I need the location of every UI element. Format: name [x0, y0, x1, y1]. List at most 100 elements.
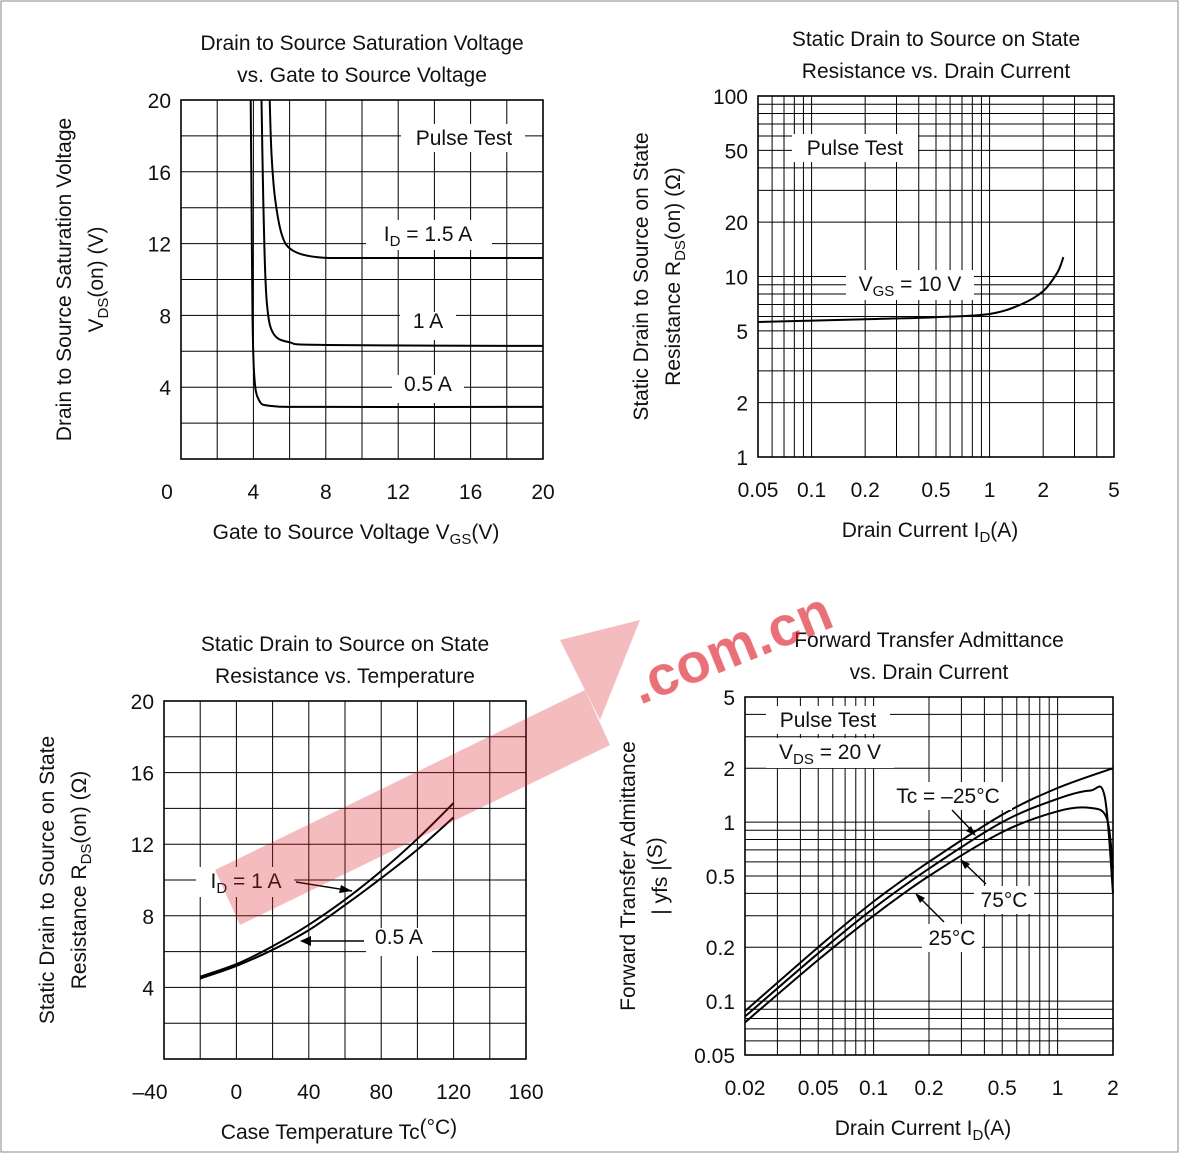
y-axis-label: Resistance RDS(on) (Ω) — [662, 167, 689, 386]
label-bg — [196, 867, 294, 897]
series-label: 0.5 A — [404, 373, 452, 396]
x-tick-label: 8 — [320, 481, 332, 504]
chart-title: Static Drain to Source on State — [201, 633, 489, 656]
series-line-2 — [199, 816, 455, 980]
ylabel-unit: (on) (V) — [85, 226, 108, 297]
label-rest: 0.5 A — [404, 373, 452, 396]
series-line-3 — [249, 99, 544, 408]
x-tick-label: 80 — [370, 1081, 393, 1104]
y-tick-label: 8 — [142, 906, 154, 929]
x-axis-label: Case Temperature Tc(°C) — [221, 1116, 457, 1144]
leader-arrow — [339, 885, 352, 893]
y-tick-label: 5 — [723, 687, 735, 710]
series-label: 75°C — [981, 889, 1028, 912]
series-line-2 — [744, 785, 1114, 1018]
series-line-3 — [744, 806, 1114, 1024]
x-tick-label: 5 — [1108, 479, 1120, 502]
y-tick-label: 4 — [142, 977, 154, 1000]
label-bg — [401, 124, 525, 152]
y-tick-label: 20 — [725, 212, 748, 235]
ylabel-main: Resistance R — [68, 864, 91, 989]
watermark-band — [215, 690, 610, 925]
plot-frame — [757, 95, 1115, 458]
y-axis-label: VDS(on) (V) — [85, 226, 112, 332]
x-tick-label: 0.05 — [798, 1077, 839, 1100]
y-tick-label: 1 — [736, 447, 748, 470]
chart-title: Static Drain to Source on State — [792, 28, 1080, 51]
chart-title: vs. Drain Current — [850, 661, 1009, 684]
y-tick-label: 20 — [131, 691, 154, 714]
pulse-test-annotation: Pulse Test — [416, 127, 513, 150]
chart-title: Resistance vs. Drain Current — [802, 60, 1071, 83]
plot-frame — [180, 99, 544, 460]
chart-title: Forward Transfer Admittance — [794, 629, 1064, 652]
y-tick-label: 16 — [131, 763, 154, 786]
chart-title: Resistance vs. Temperature — [215, 665, 475, 688]
x-tick-label: –40 — [132, 1081, 167, 1104]
x-tick-label: 1 — [984, 479, 996, 502]
y-axis-label: Drain to Source Saturation Voltage — [53, 118, 76, 441]
label-main: 25°C — [929, 927, 976, 950]
series-line-1 — [268, 99, 544, 260]
pulse-test-annotation: Pulse Test — [780, 709, 877, 732]
x-tick-label: 20 — [531, 481, 554, 504]
x-tick-label: 0.2 — [851, 479, 880, 502]
series-group-3 — [199, 802, 455, 980]
series-label: VGS = 10 V — [859, 273, 962, 300]
y-axis-label: | yfs |(S) — [644, 837, 672, 914]
label-rest: 0.5 A — [375, 926, 423, 949]
ylabel-sub: DS — [78, 844, 95, 865]
y-tick-label: 12 — [148, 234, 171, 257]
series-label: ID = 1.5 A — [384, 223, 473, 250]
label-bg — [400, 312, 456, 340]
label-main: 75°C — [981, 889, 1028, 912]
label-bg — [766, 738, 894, 768]
y-tick-label: 10 — [725, 267, 748, 290]
x-tick-label: 0.1 — [797, 479, 826, 502]
grid-1 — [180, 99, 544, 460]
label-bg — [922, 924, 982, 952]
label-main: I — [384, 223, 390, 246]
label-main: V — [859, 273, 873, 296]
series-label: 1 A — [413, 310, 443, 333]
x-axis-label: Drain Current ID(A) — [842, 519, 1019, 546]
ylabel-unit: (S) — [644, 837, 667, 865]
label-rest: = 10 V — [894, 273, 961, 296]
ylabel-unit: (on) (Ω) — [662, 167, 685, 240]
label-bg — [884, 782, 1012, 810]
y-axis-label: Static Drain to Source on State — [630, 132, 653, 420]
xlabel-sub: GS — [450, 531, 472, 548]
label-bg — [366, 220, 492, 250]
annotation2-main: V — [779, 741, 793, 764]
y-tick-label: 2 — [736, 393, 748, 416]
series-group-4 — [744, 767, 1114, 1024]
series-line-1 — [744, 767, 1114, 1012]
label-rest: = 1.5 A — [400, 223, 472, 246]
xlabel-unit: (A) — [983, 1117, 1011, 1140]
y-tick-label: 50 — [725, 140, 748, 163]
label-bg — [766, 706, 890, 734]
label-main: I — [211, 870, 217, 893]
ylabel-sub: DS — [95, 298, 112, 319]
series-label: ID = 1 A — [211, 870, 282, 897]
series-group-2 — [757, 256, 1065, 323]
x-tick-label: 0.2 — [914, 1077, 943, 1100]
xlabel-unit: (°C) — [420, 1116, 458, 1139]
x-tick-label: 0.05 — [738, 479, 779, 502]
x-tick-label: 0.02 — [725, 1077, 766, 1100]
pulse-test-annotation: Pulse Test — [807, 137, 904, 160]
ylabel-main: Resistance R — [662, 261, 685, 386]
y-tick-label: 16 — [148, 162, 171, 185]
x-tick-label: 2 — [1037, 479, 1049, 502]
leader-arrow — [960, 859, 970, 869]
label-bg — [392, 375, 464, 403]
y-axis-label: Resistance RDS(on) (Ω) — [68, 771, 95, 990]
xlabel-sub: D — [979, 529, 990, 546]
series-line-1 — [199, 802, 455, 978]
y-tick-label: 0.5 — [706, 866, 735, 889]
x-tick-label: 2 — [1107, 1077, 1119, 1100]
label-rest: = 1 A — [227, 870, 281, 893]
vds-annotation: VDS = 20 V — [779, 741, 881, 768]
xlabel-main: Drain Current I — [835, 1117, 973, 1140]
x-tick-label: 40 — [297, 1081, 320, 1104]
